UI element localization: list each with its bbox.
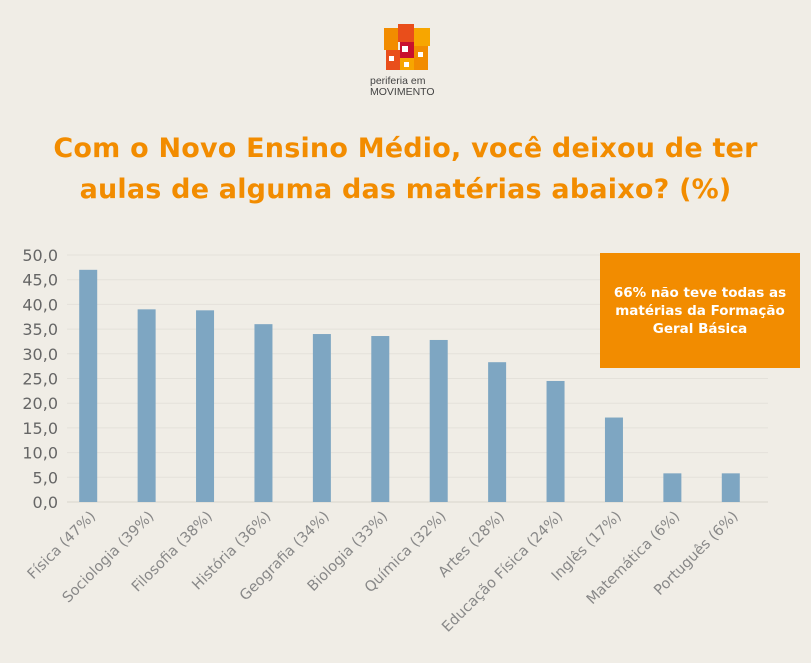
y-tick-label: 0,0 (33, 493, 58, 512)
x-tick-label: Educação Física (24%) (439, 509, 566, 636)
y-tick-label: 20,0 (22, 394, 58, 413)
bar (488, 362, 507, 502)
bar (721, 473, 740, 502)
chart-title: Com o Novo Ensino Médio, você deixou de … (20, 128, 791, 210)
y-tick-label: 50,0 (22, 246, 58, 265)
bar (312, 334, 331, 502)
y-tick-label: 10,0 (22, 444, 58, 463)
bar-chart: 0,0 5,0 10,0 15,0 20,0 25,0 30,0 35,0 40,0 45,0 50… (22, 246, 768, 636)
y-tick-label: 15,0 (22, 419, 58, 438)
logo: periferia em MOVIMENTO (370, 22, 450, 104)
logo-mark-icon (384, 24, 430, 70)
bar (254, 324, 273, 502)
y-tick-label: 35,0 (22, 320, 58, 339)
bar (137, 309, 156, 502)
bar (429, 339, 448, 502)
annotation-box: 66% não teve todas as matérias da Formaç… (600, 253, 800, 368)
logo-name-line2: MOVIMENTO (370, 86, 435, 98)
logo-text: periferia em MOVIMENTO (370, 76, 450, 98)
bar (604, 417, 623, 502)
y-tick-label: 25,0 (22, 370, 58, 389)
bar (663, 473, 682, 502)
chart-title-line1: Com o Novo Ensino Médio, você deixou de … (53, 133, 758, 164)
logo-name-line1: periferia em (370, 75, 426, 87)
annotation-text: 66% não teve todas as matérias da Formaç… (613, 284, 787, 337)
chart-title-line2: aulas de alguma das matérias abaixo? (%) (79, 174, 732, 205)
bar (371, 336, 390, 502)
bar (546, 380, 565, 502)
bar (79, 269, 98, 502)
y-tick-label: 5,0 (33, 468, 58, 487)
y-tick-label: 40,0 (22, 295, 58, 314)
bar (196, 310, 215, 502)
y-tick-label: 30,0 (22, 345, 58, 364)
y-tick-label: 45,0 (22, 271, 58, 290)
